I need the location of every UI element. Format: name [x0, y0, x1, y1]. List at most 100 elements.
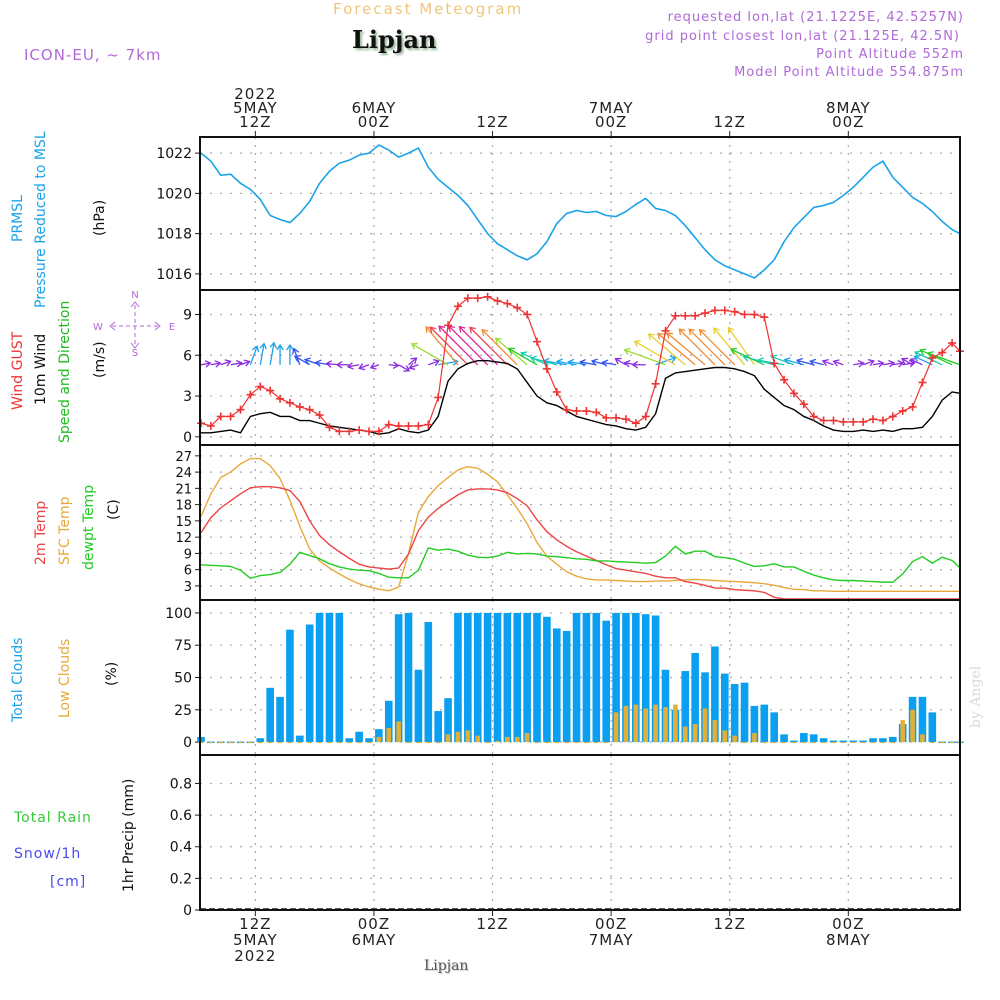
panel-0: 1016 1018 1020 1022 — [156, 137, 960, 290]
low-cloud-bar — [485, 741, 490, 744]
low-cloud-bar — [594, 741, 599, 744]
total-cloud-bar — [493, 612, 502, 743]
y-tick-label: 0.6 — [170, 808, 192, 824]
series-dewpt-temp-line — [200, 545, 961, 583]
total-cloud-bar — [800, 733, 808, 743]
x-tick-label-bottom: 00Z — [358, 915, 390, 933]
wind-arrow-head — [678, 328, 686, 336]
gust-marker-plus — [780, 375, 789, 384]
total-cloud-bar — [513, 612, 522, 743]
wind-arrow-head — [507, 347, 515, 355]
wind-arrow-head — [688, 328, 696, 336]
gust-marker-plus — [414, 421, 423, 430]
y-tick-label: 25 — [174, 703, 192, 719]
wind-arrow-head — [877, 360, 885, 368]
gust-marker-plus — [335, 427, 344, 436]
panel-4: 0 0.2 0.4 0.6 0.8 — [170, 755, 960, 919]
gust-marker-plus — [523, 310, 532, 319]
total-cloud-bar — [918, 696, 927, 743]
wind-arrow-icon — [756, 357, 785, 366]
wind-arrow-head — [259, 342, 267, 350]
gust-marker-plus — [434, 393, 443, 402]
wind-arrow-icon — [429, 326, 469, 366]
gust-marker-plus — [750, 310, 759, 319]
wind-arrow-shaft — [409, 364, 419, 369]
total-cloud-bar — [503, 612, 512, 743]
wind-arrow-head — [901, 357, 909, 365]
total-cloud-bar — [256, 738, 265, 743]
total-cloud-bar — [454, 612, 462, 743]
wind-arrow-head — [458, 325, 466, 333]
low-cloud-bar — [574, 741, 579, 744]
x-tick-label-top: 7MAY — [589, 99, 634, 117]
legend-snow: Snow/1h — [14, 846, 82, 862]
wind-arrow-icon — [269, 341, 277, 365]
wind-arrow-icon — [647, 333, 686, 366]
gust-marker-plus — [285, 398, 294, 407]
wind-arrow-shaft — [901, 358, 913, 366]
total-cloud-bar — [533, 612, 541, 743]
wind-arrow-icon — [901, 357, 913, 366]
wind-arrow-icon — [259, 342, 267, 365]
wind-arrow-shaft — [240, 360, 250, 366]
wind-arrow-shaft — [882, 362, 895, 366]
wind-arrow-shaft — [648, 333, 686, 366]
gust-marker-plus — [612, 413, 621, 422]
gust-marker-plus — [760, 313, 769, 322]
wind-arrow-head — [821, 358, 829, 367]
wind-arrow-icon — [555, 358, 577, 366]
wind-arrow-head — [303, 357, 311, 365]
wind-arrow-shaft — [359, 364, 370, 369]
station-title: Lipjan — [352, 25, 437, 54]
total-cloud-bar — [375, 729, 383, 743]
low-cloud-bar — [248, 741, 253, 744]
series-2m-temp-line — [200, 486, 960, 600]
wind-arrow-icon — [240, 359, 251, 367]
wind-arrow-shaft — [914, 355, 933, 366]
total-cloud-bar — [819, 738, 828, 743]
y-tick-label: 75 — [174, 638, 192, 654]
wind-arrow-head — [647, 333, 655, 340]
legend-snow-unit: [cm] — [50, 874, 87, 890]
compass-e: E — [169, 322, 175, 333]
total-cloud-bar — [928, 712, 937, 743]
low-cloud-bar — [949, 741, 955, 744]
y-tick-label: 6 — [184, 564, 192, 579]
wind-arrow-shaft — [822, 360, 834, 366]
total-cloud-bar — [286, 629, 294, 743]
low-cloud-bar — [673, 704, 678, 743]
wind-arrow-head — [214, 360, 222, 368]
gust-marker-plus — [908, 402, 917, 411]
gust-marker-plus — [276, 394, 285, 403]
total-cloud-bar — [681, 671, 690, 743]
gust-marker-plus — [928, 353, 937, 362]
wind-arrow-shaft — [459, 326, 498, 366]
panel-3: 0 25 50 75 100 — [165, 600, 960, 755]
gust-marker-plus — [384, 420, 393, 429]
wind-arrow-icon — [832, 359, 844, 367]
low-cloud-bar — [939, 741, 945, 744]
low-cloud-bar — [930, 741, 935, 744]
gust-marker-plus — [444, 321, 453, 330]
wind-arrow-head — [666, 332, 674, 339]
y-tick-label: 27 — [175, 450, 192, 465]
y-tick-label: 1022 — [156, 146, 192, 162]
wind-arrow-shaft — [411, 343, 449, 366]
total-cloud-bar — [770, 712, 779, 743]
low-cloud-bar — [465, 730, 471, 743]
model-point-altitude: Model Point Altitude 554.875m — [734, 65, 964, 80]
total-cloud-bar — [632, 612, 640, 743]
wind-arrow-icon — [926, 351, 961, 366]
wind-arrow-shaft — [833, 360, 844, 366]
wind-arrow-shaft — [210, 362, 221, 366]
total-cloud-bar — [296, 735, 304, 743]
wind-arrow-icon — [713, 327, 746, 366]
wind-arrow-icon — [631, 360, 646, 369]
gust-marker-plus — [671, 311, 680, 320]
wind-arrow-head — [795, 357, 803, 366]
total-cloud-bar — [424, 621, 433, 743]
total-cloud-bar — [473, 612, 482, 743]
wind-arrow-head — [656, 332, 664, 340]
wind-arrow-head — [235, 359, 243, 368]
x-tick-label-top: 00Z — [358, 113, 390, 131]
